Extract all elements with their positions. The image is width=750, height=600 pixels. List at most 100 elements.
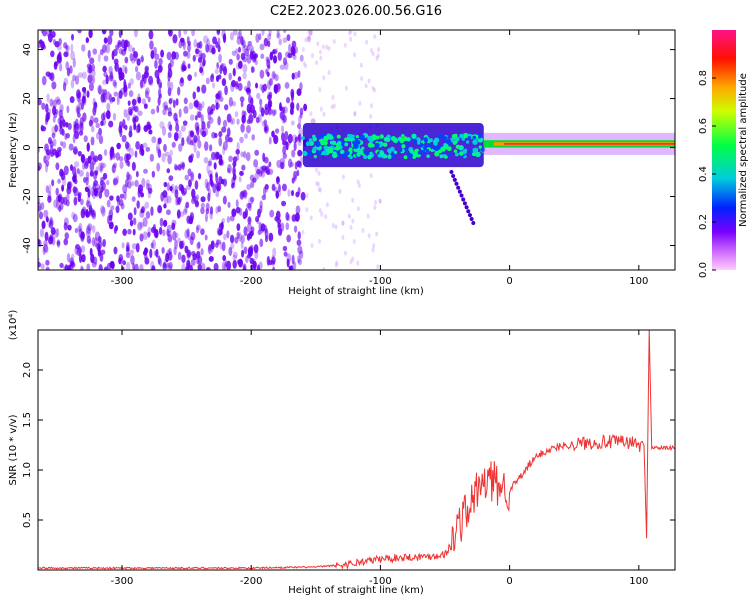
noise-speck: [242, 40, 246, 49]
noise-speck: [91, 63, 96, 72]
spectrogram-x-tick-label: -100: [369, 276, 392, 287]
noise-speck: [135, 170, 139, 178]
noise-speck: [87, 184, 91, 191]
noise-speck-faint: [352, 239, 356, 245]
noise-speck: [109, 221, 114, 227]
noise-speck: [162, 262, 167, 269]
noise-speck: [73, 146, 78, 155]
snr-x-tick-label: -100: [369, 576, 392, 587]
noise-speck: [101, 30, 107, 35]
noise-speck: [242, 211, 247, 220]
noise-speck: [150, 226, 156, 234]
signal-band-speck: [385, 137, 391, 143]
noise-speck: [52, 116, 56, 123]
noise-speck: [49, 140, 54, 148]
noise-speck: [288, 43, 292, 54]
noise-speck: [57, 147, 62, 153]
signal-band-speck: [348, 147, 353, 152]
signal-band-speck: [361, 146, 365, 150]
noise-speck-faint: [309, 111, 313, 117]
noise-speck: [238, 176, 242, 183]
noise-speck: [223, 233, 227, 241]
noise-speck: [139, 233, 144, 242]
noise-speck: [148, 30, 154, 40]
noise-speck: [132, 114, 137, 123]
noise-speck: [236, 118, 240, 125]
noise-speck: [182, 120, 188, 126]
noise-speck: [186, 215, 191, 224]
noise-speck-faint: [331, 94, 335, 100]
signal-trail-speck: [466, 209, 471, 214]
noise-speck: [287, 158, 293, 168]
noise-speck: [79, 198, 84, 206]
noise-speck: [166, 182, 170, 192]
noise-speck: [236, 141, 240, 152]
noise-speck: [297, 161, 303, 169]
noise-speck: [268, 161, 272, 168]
noise-speck: [157, 65, 163, 73]
snr-series-line: [38, 330, 675, 570]
noise-speck: [287, 133, 293, 144]
noise-speck: [137, 93, 141, 100]
noise-speck: [174, 165, 178, 171]
noise-speck: [215, 151, 220, 160]
noise-speck: [209, 206, 214, 215]
noise-speck: [275, 128, 280, 134]
noise-speck-faint: [304, 37, 308, 43]
noise-speck: [209, 173, 213, 182]
noise-speck: [51, 30, 56, 38]
noise-speck: [51, 81, 57, 90]
signal-band-speck: [364, 133, 369, 138]
noise-speck: [46, 93, 50, 103]
noise-speck: [212, 82, 216, 89]
noise-speck: [94, 190, 99, 198]
noise-speck-faint: [367, 233, 371, 239]
noise-speck: [73, 196, 78, 206]
signal-band-speck: [344, 142, 349, 147]
noise-speck-faint: [361, 228, 365, 234]
noise-speck: [173, 131, 179, 142]
noise-speck: [162, 108, 167, 116]
noise-speck: [253, 244, 259, 254]
noise-speck: [246, 183, 252, 190]
noise-speck: [166, 51, 172, 61]
noise-speck: [214, 68, 219, 75]
noise-speck: [80, 154, 86, 164]
noise-speck: [298, 115, 302, 125]
noise-speck: [228, 58, 233, 65]
noise-speck: [161, 152, 166, 163]
noise-speck: [169, 81, 174, 92]
signal-band-speck: [472, 135, 477, 140]
snr-y-multiplier: (x10⁴): [8, 310, 19, 341]
noise-speck: [66, 67, 71, 77]
signal-band-speck: [412, 138, 418, 144]
noise-speck: [228, 96, 233, 107]
noise-speck: [70, 79, 75, 89]
noise-speck: [273, 84, 279, 95]
noise-speck: [207, 245, 212, 254]
signal-band-speck: [363, 154, 368, 160]
noise-speck: [226, 127, 231, 137]
noise-speck: [91, 75, 95, 84]
noise-speck: [99, 165, 103, 173]
noise-speck-faint: [343, 250, 347, 256]
noise-speck: [308, 30, 313, 36]
noise-speck: [209, 117, 214, 124]
noise-speck-faint: [321, 44, 325, 50]
noise-speck: [293, 71, 299, 80]
noise-speck: [220, 159, 225, 166]
noise-speck: [103, 55, 109, 62]
noise-speck: [259, 83, 263, 91]
noise-speck: [137, 188, 142, 198]
snr-y-axis-label: SNR (10 * v/v): [8, 414, 19, 485]
noise-speck: [148, 75, 154, 85]
noise-speck: [249, 44, 254, 55]
noise-speck-faint: [304, 63, 308, 69]
noise-speck: [86, 142, 90, 152]
noise-speck: [250, 48, 254, 55]
noise-speck: [57, 178, 61, 184]
noise-speck: [283, 251, 288, 257]
noise-speck: [221, 241, 226, 252]
noise-speck: [63, 51, 69, 58]
noise-speck-faint: [378, 198, 382, 204]
